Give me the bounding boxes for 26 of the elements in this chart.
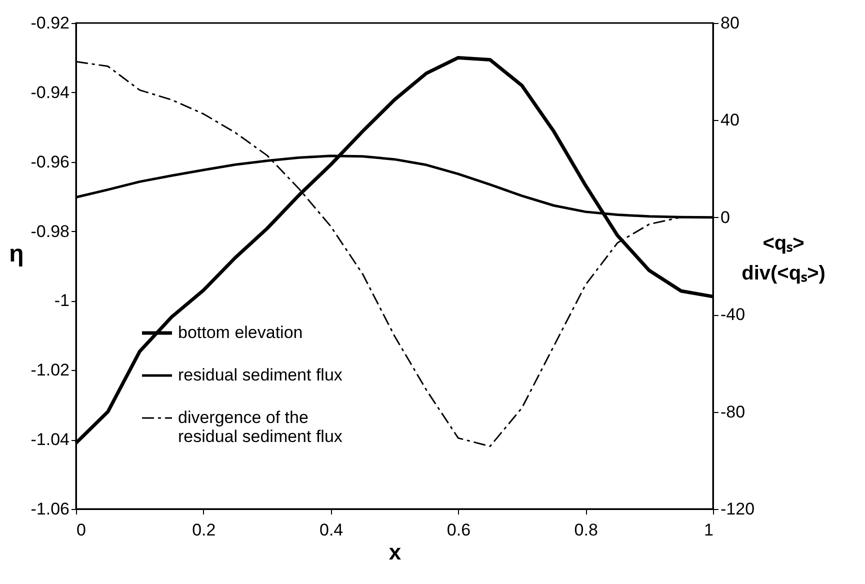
y-tick-label: -1.02 <box>30 360 70 380</box>
legend-label: residual sediment flux <box>178 366 343 384</box>
y-tick-label: -0.92 <box>30 14 70 32</box>
x-tick-label: 1 <box>704 520 714 540</box>
y-axis-title: η <box>9 240 24 268</box>
y2-tick-label: -120 <box>720 500 755 518</box>
y2-tick-label: -80 <box>720 402 746 422</box>
y2-tick-label: 80 <box>720 14 740 32</box>
y-tick-label: -1.04 <box>30 430 70 450</box>
y-tick-label: -1 <box>54 291 70 310</box>
y-tick-label: -0.96 <box>30 152 70 172</box>
y-tick-label: -1.06 <box>30 500 70 518</box>
y-tick-label: -0.94 <box>30 82 70 102</box>
x-tick-label: 0.4 <box>319 520 344 540</box>
y2-tick-label: 0 <box>720 208 730 227</box>
x-axis-title: x <box>388 540 402 564</box>
x-tick-label: 0.2 <box>192 520 216 540</box>
x-tick-label: 0 <box>76 520 86 540</box>
y2-tick-label: 40 <box>720 110 740 130</box>
y2-tick-label: -40 <box>720 305 746 324</box>
x-tick-label: 0.8 <box>574 520 598 540</box>
legend-label: bottom elevation <box>178 323 303 342</box>
x-tick-label: 0.6 <box>446 520 471 540</box>
y-tick-label: -0.98 <box>30 222 70 241</box>
legend-label: divergence of the residual sediment flux <box>178 408 343 446</box>
y2-axis-title: <qₛ> div(<qₛ>) <box>742 232 826 284</box>
